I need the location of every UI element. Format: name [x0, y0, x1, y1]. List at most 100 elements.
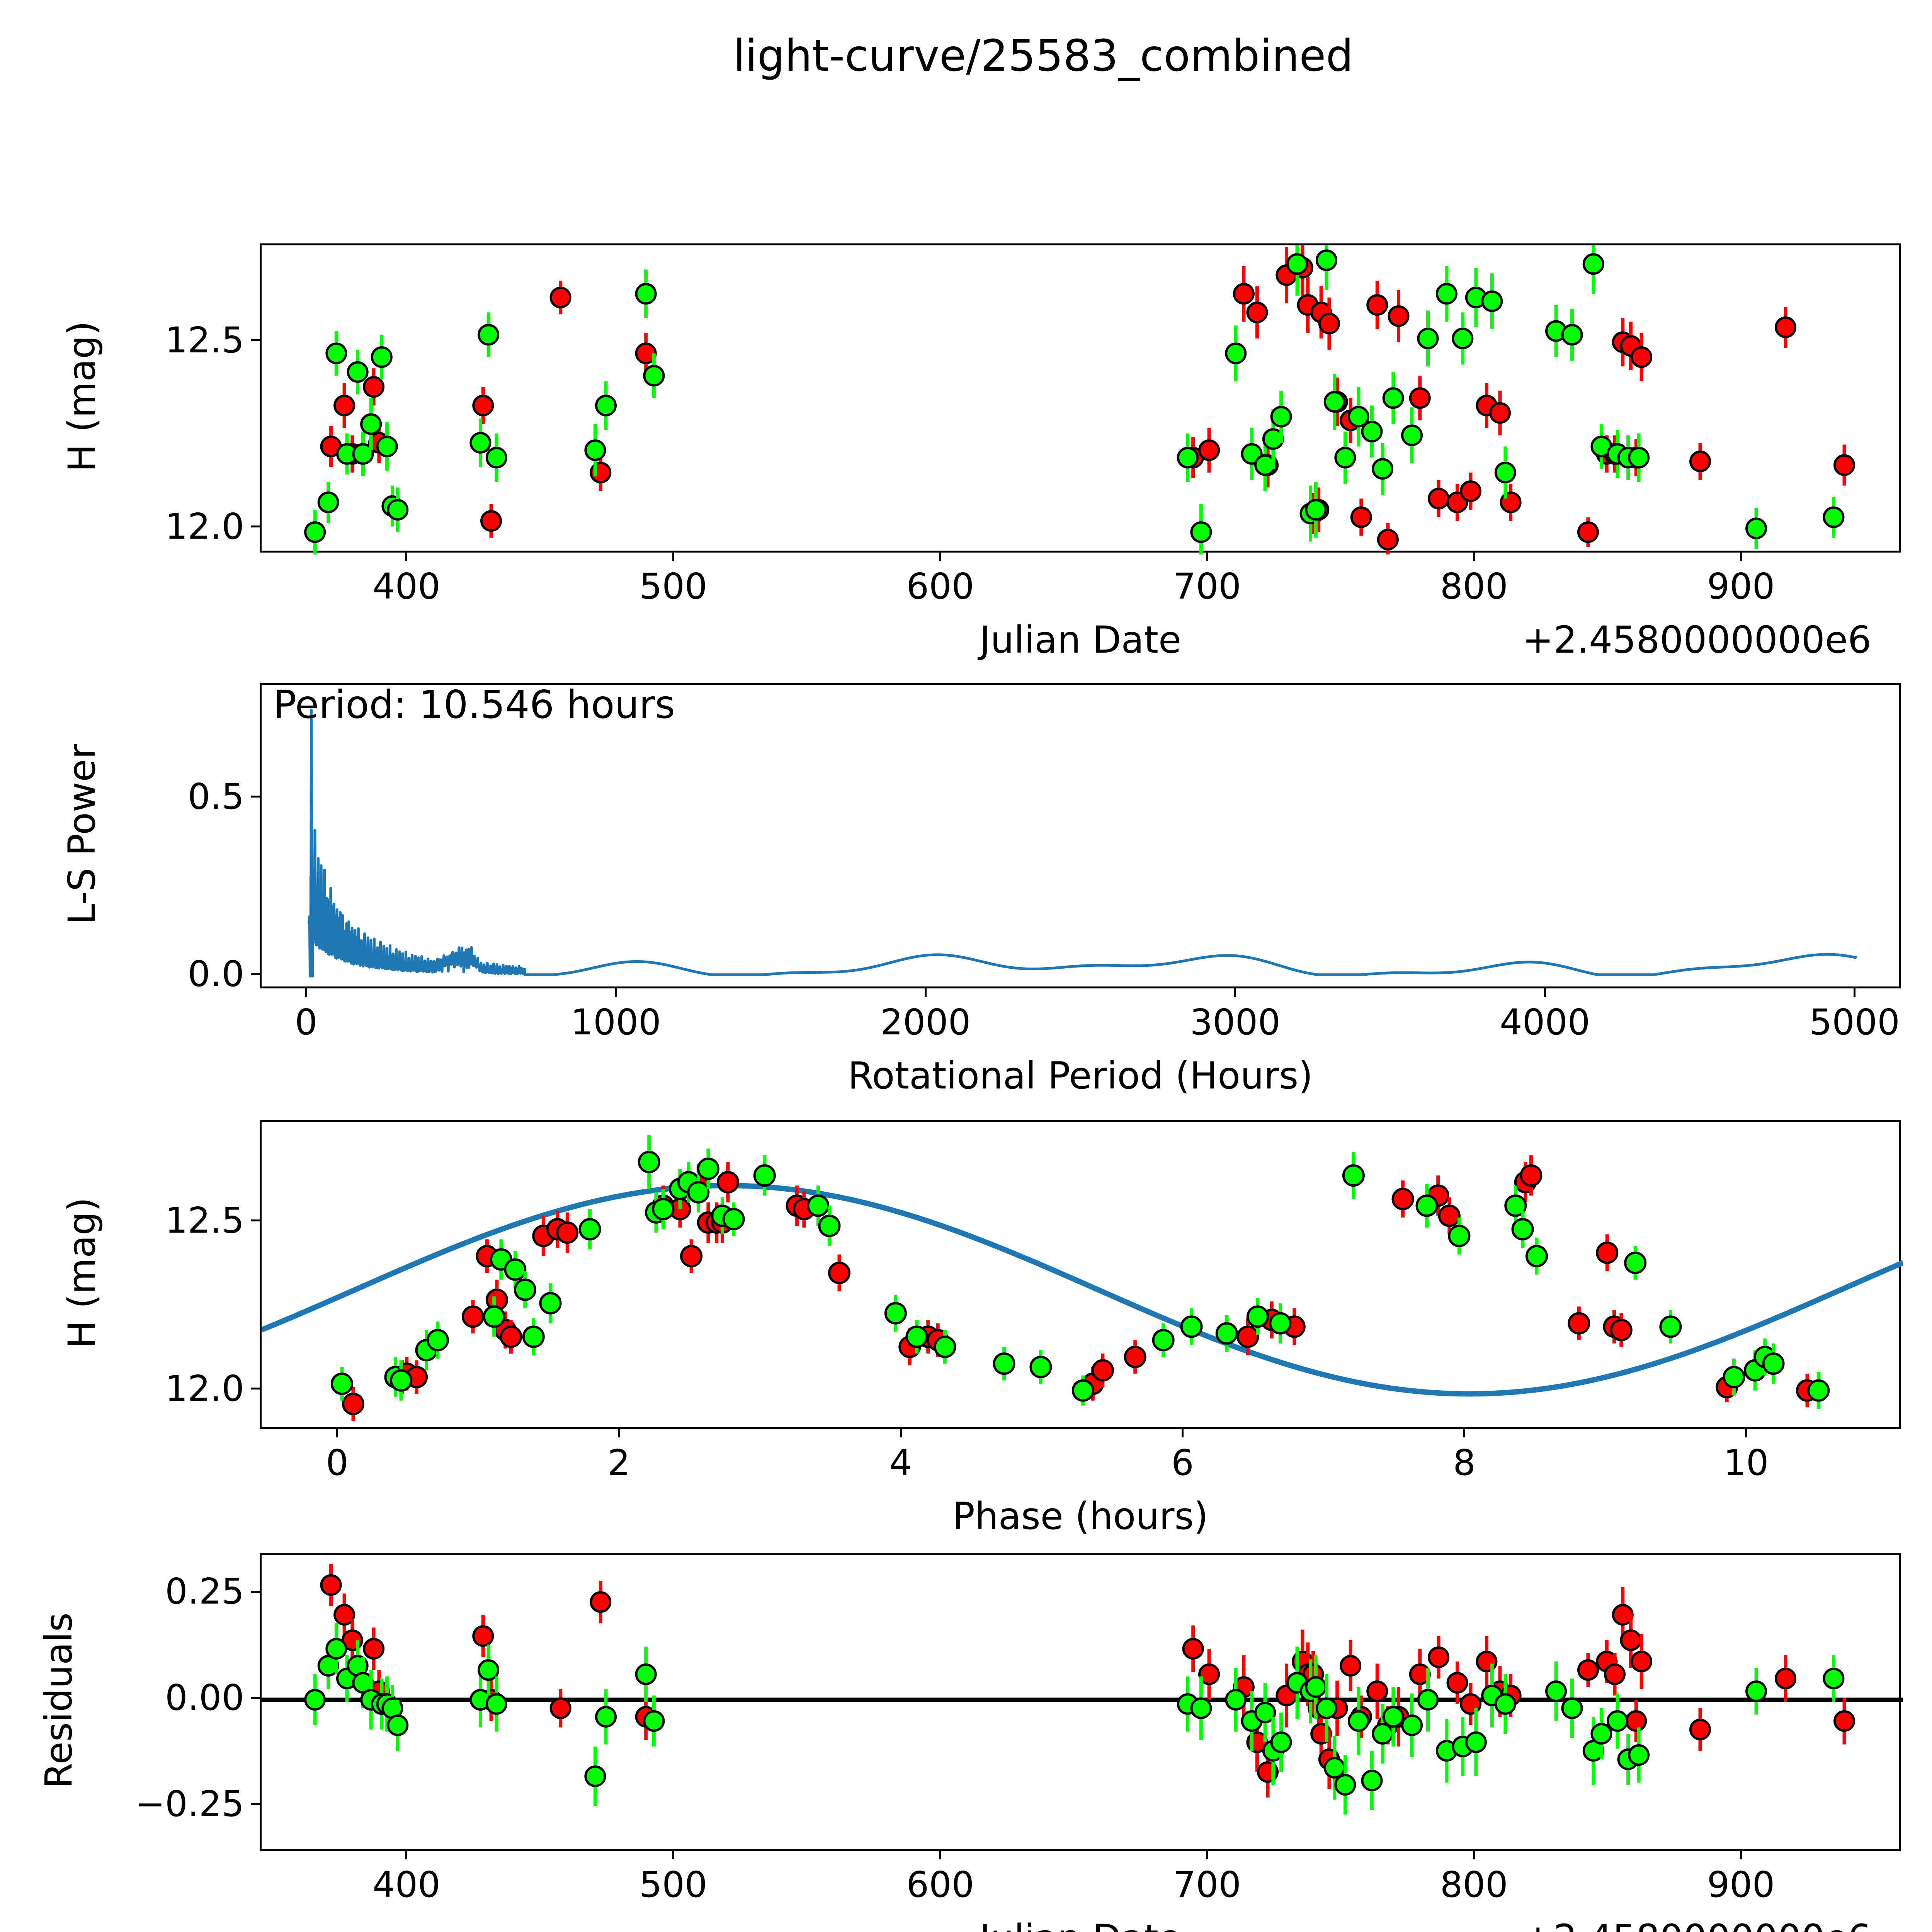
y-tick-mark: [251, 1590, 260, 1593]
data-point: [1762, 1352, 1785, 1375]
data-point: [342, 1393, 365, 1415]
data-point: [480, 510, 502, 532]
x-tick-label: 800: [1440, 1864, 1508, 1905]
y-tick-mark: [251, 796, 260, 798]
x-tick-label: 900: [1707, 566, 1775, 607]
periodogram-curve: [308, 708, 1858, 978]
data-point: [1520, 1164, 1543, 1187]
data-point: [1071, 1379, 1094, 1402]
data-point: [1382, 1706, 1404, 1728]
x-tick-label: 4000: [1500, 1002, 1590, 1043]
data-point: [652, 1198, 675, 1221]
data-point: [333, 395, 355, 417]
data-series-green: [304, 245, 1845, 554]
data-point: [1347, 1710, 1369, 1732]
data-point: [1377, 529, 1399, 551]
data-point: [680, 1245, 703, 1267]
data-point: [818, 1214, 841, 1237]
data-series-green: [330, 1135, 1830, 1409]
phase-y-axis-label: H (mag): [60, 1197, 104, 1349]
data-point: [1270, 406, 1292, 428]
data-point: [1246, 301, 1268, 323]
data-point: [1823, 1668, 1845, 1689]
data-point: [1525, 1245, 1548, 1267]
y-tick-label: 0.25: [165, 1571, 244, 1612]
data-point: [360, 413, 382, 435]
data-point: [1215, 1322, 1238, 1345]
data-point: [469, 432, 492, 454]
phase-axes[interactable]: [260, 1120, 1903, 1429]
data-point: [1415, 1194, 1438, 1217]
data-point: [1225, 1689, 1247, 1711]
lightcurve-x-offset-text: +2.4580000000e6: [1522, 618, 1871, 662]
residuals-axes[interactable]: [260, 1553, 1903, 1851]
data-point: [485, 1693, 507, 1715]
data-point: [1689, 1719, 1711, 1740]
x-tick-label: 0: [294, 1002, 318, 1043]
data-point: [1366, 1680, 1388, 1702]
lightcurve-axes[interactable]: [260, 243, 1901, 554]
data-point: [1460, 480, 1482, 502]
x-tick-label: 2000: [880, 1002, 971, 1043]
periodogram-plot-area: [308, 708, 1858, 978]
x-tick-mark: [305, 988, 307, 997]
data-point: [905, 1325, 928, 1348]
periodogram-x-axis-label: Rotational Period (Hours): [848, 1054, 1313, 1097]
data-point: [884, 1302, 907, 1325]
data-point: [1350, 506, 1372, 528]
x-tick-label: 8: [1453, 1442, 1476, 1483]
data-point: [1269, 1312, 1292, 1335]
data-point: [1596, 1242, 1619, 1264]
x-tick-label: 3000: [1190, 1002, 1281, 1043]
data-point: [478, 324, 500, 346]
data-point: [1610, 1319, 1633, 1342]
data-point: [1590, 1723, 1612, 1745]
data-point: [325, 1638, 347, 1660]
data-point: [1316, 1697, 1338, 1719]
data-point: [1689, 451, 1711, 473]
lightcurve-y-axis-label: H (mag): [60, 321, 104, 472]
data-point: [635, 283, 657, 305]
data-point: [807, 1194, 830, 1217]
data-point: [1494, 461, 1516, 483]
data-point: [1318, 313, 1340, 335]
x-tick-label: 400: [372, 1864, 440, 1905]
data-point: [697, 1157, 719, 1180]
data-point: [1545, 1680, 1567, 1702]
data-point: [1401, 424, 1423, 446]
data-point: [595, 1706, 617, 1728]
data-point: [595, 395, 617, 417]
data-point: [1225, 342, 1247, 364]
x-tick-label: 800: [1440, 566, 1508, 607]
data-point: [304, 1689, 326, 1711]
x-tick-mark: [1745, 1429, 1747, 1437]
periodogram-axes[interactable]: Period: 10.546 hours: [260, 682, 1901, 988]
residuals-x-axis-label: Julian Date: [810, 1917, 1351, 1932]
data-point: [320, 1574, 342, 1596]
data-point: [1401, 1714, 1423, 1736]
data-point: [522, 1325, 545, 1348]
data-point: [1124, 1345, 1146, 1368]
y-tick-mark: [251, 1219, 260, 1222]
data-point: [1270, 1731, 1292, 1753]
data-point: [1305, 499, 1327, 521]
data-point: [828, 1262, 851, 1284]
data-point: [993, 1352, 1015, 1375]
data-point: [485, 447, 507, 469]
x-tick-label: 700: [1173, 1864, 1241, 1905]
data-point: [1631, 1651, 1653, 1672]
data-point: [389, 1369, 412, 1392]
data-point: [514, 1278, 536, 1301]
data-point: [500, 1325, 522, 1348]
data-point: [1561, 324, 1583, 346]
data-point: [1446, 1672, 1468, 1694]
x-tick-mark: [1234, 988, 1236, 997]
x-tick-label: 4: [889, 1442, 912, 1483]
data-point: [1198, 1663, 1220, 1685]
data-point: [578, 1218, 601, 1241]
x-tick-label: 700: [1173, 566, 1241, 607]
data-point: [1625, 1710, 1647, 1732]
data-point: [1489, 402, 1511, 424]
y-tick-label: 12.5: [165, 319, 244, 361]
sinusoid-fit-curve: [262, 1183, 1903, 1397]
